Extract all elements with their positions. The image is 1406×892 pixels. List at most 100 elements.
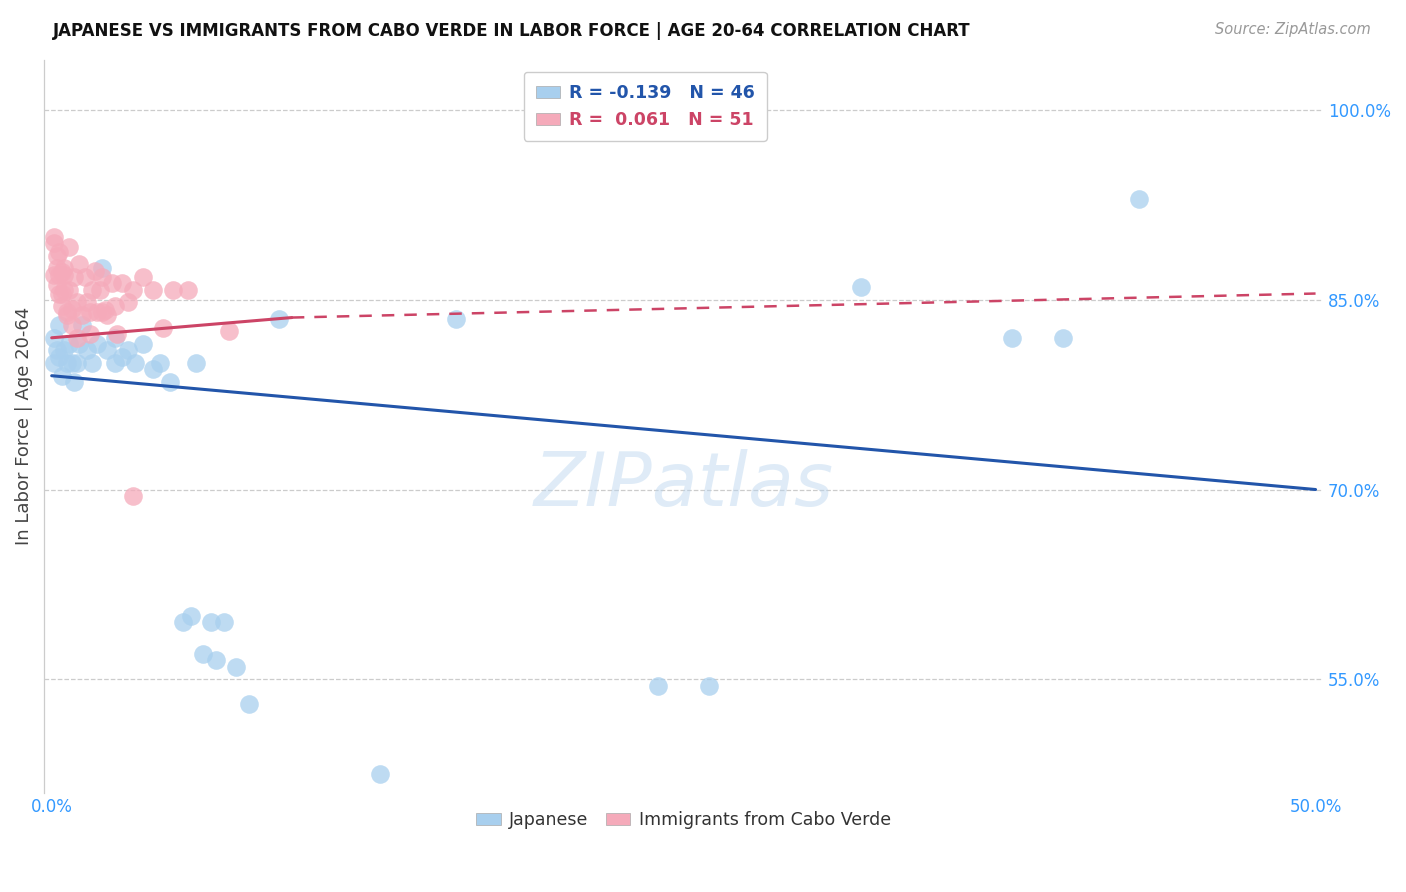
Point — [58, 283, 80, 297]
Point — [53, 343, 76, 358]
Point — [91, 305, 114, 319]
Point — [444, 311, 467, 326]
Point — [91, 270, 114, 285]
Point — [56, 308, 79, 322]
Point — [51, 286, 73, 301]
Point — [73, 270, 96, 285]
Point — [44, 331, 66, 345]
Point — [180, 609, 202, 624]
Point — [117, 295, 139, 310]
Point — [70, 308, 93, 322]
Point — [79, 326, 101, 341]
Point — [86, 305, 108, 319]
Point — [82, 283, 104, 297]
Point — [63, 270, 86, 285]
Point — [83, 264, 105, 278]
Point — [124, 356, 146, 370]
Point — [76, 343, 98, 358]
Point — [48, 350, 70, 364]
Point — [58, 337, 80, 351]
Point — [66, 356, 89, 370]
Point — [184, 356, 207, 370]
Point — [1128, 192, 1150, 206]
Point — [131, 270, 153, 285]
Point — [368, 767, 391, 781]
Point — [101, 277, 124, 291]
Point — [200, 615, 222, 630]
Point — [66, 295, 89, 310]
Point — [91, 261, 114, 276]
Point — [58, 240, 80, 254]
Point — [60, 356, 83, 370]
Point — [121, 283, 143, 297]
Point — [70, 318, 93, 333]
Point — [162, 283, 184, 297]
Point — [121, 489, 143, 503]
Point — [76, 295, 98, 310]
Point — [238, 698, 260, 712]
Point — [66, 331, 89, 345]
Point — [53, 261, 76, 276]
Point — [48, 268, 70, 282]
Point — [53, 268, 76, 282]
Point — [218, 325, 240, 339]
Point — [117, 343, 139, 358]
Point — [45, 343, 67, 358]
Point — [172, 615, 194, 630]
Point — [56, 356, 79, 370]
Point — [44, 235, 66, 250]
Point — [96, 343, 118, 358]
Point — [1001, 331, 1024, 345]
Point — [45, 249, 67, 263]
Point — [849, 280, 872, 294]
Text: JAPANESE VS IMMIGRANTS FROM CABO VERDE IN LABOR FORCE | AGE 20-64 CORRELATION CH: JAPANESE VS IMMIGRANTS FROM CABO VERDE I… — [53, 22, 972, 40]
Point — [53, 283, 76, 297]
Point — [159, 375, 181, 389]
Text: ZIPatlas: ZIPatlas — [533, 449, 834, 521]
Point — [1052, 331, 1074, 345]
Point — [107, 326, 129, 341]
Point — [149, 356, 172, 370]
Text: Source: ZipAtlas.com: Source: ZipAtlas.com — [1215, 22, 1371, 37]
Point — [94, 302, 117, 317]
Point — [647, 679, 669, 693]
Point — [51, 265, 73, 279]
Point — [51, 368, 73, 383]
Point — [51, 299, 73, 313]
Point — [44, 229, 66, 244]
Point — [48, 286, 70, 301]
Point — [63, 375, 86, 389]
Point — [56, 305, 79, 319]
Point — [111, 277, 134, 291]
Point — [82, 356, 104, 370]
Y-axis label: In Labor Force | Age 20-64: In Labor Force | Age 20-64 — [15, 307, 32, 545]
Point — [142, 283, 165, 297]
Point — [69, 337, 91, 351]
Point — [44, 356, 66, 370]
Point — [104, 356, 127, 370]
Point — [69, 257, 91, 271]
Point — [48, 318, 70, 333]
Point — [212, 615, 235, 630]
Point — [45, 261, 67, 276]
Point — [111, 350, 134, 364]
Point — [60, 301, 83, 316]
Point — [86, 337, 108, 351]
Point — [269, 311, 291, 326]
Point — [45, 277, 67, 292]
Point — [142, 362, 165, 376]
Point — [89, 283, 111, 297]
Point — [104, 331, 127, 345]
Point — [193, 647, 215, 661]
Point — [48, 244, 70, 259]
Point — [205, 653, 228, 667]
Point — [79, 305, 101, 319]
Point — [44, 268, 66, 282]
Point — [131, 337, 153, 351]
Point — [152, 320, 174, 334]
Point — [60, 318, 83, 333]
Point — [177, 283, 200, 297]
Point — [96, 308, 118, 322]
Point — [697, 679, 720, 693]
Point — [104, 299, 127, 313]
